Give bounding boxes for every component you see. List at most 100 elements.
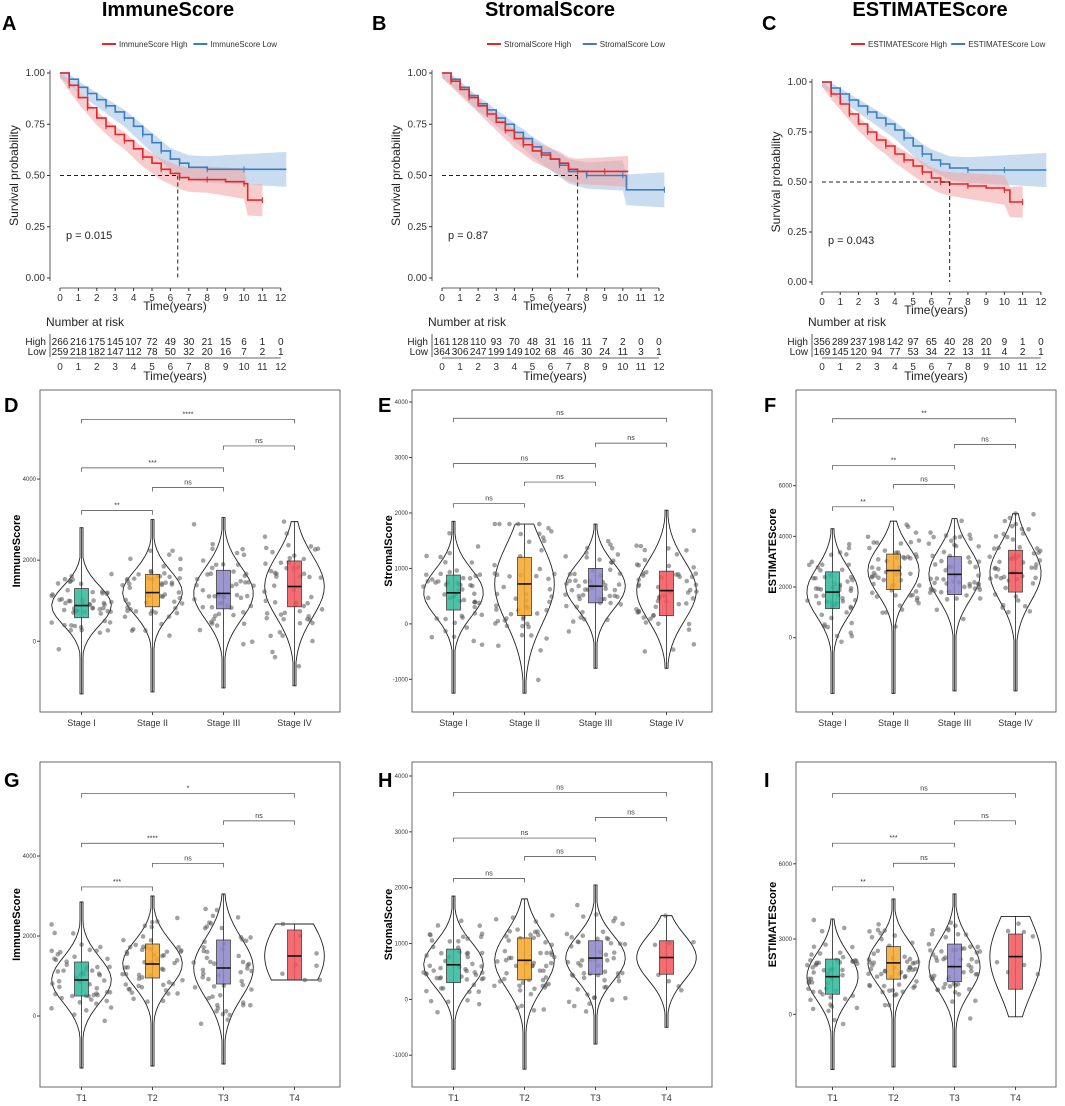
data-point: [543, 982, 549, 988]
data-point: [866, 957, 872, 962]
km-ytick-label: 1.00: [26, 68, 46, 79]
data-point: [467, 576, 473, 581]
vio-xtick-label: T2: [147, 1093, 158, 1103]
data-point: [443, 560, 448, 565]
data-point: [296, 663, 302, 669]
data-point: [166, 980, 172, 985]
data-point: [928, 948, 933, 953]
data-point: [476, 989, 482, 994]
data-point: [69, 993, 75, 999]
km-ytick-label: 0.50: [26, 171, 46, 182]
data-point: [642, 649, 648, 654]
data-point: [465, 936, 470, 941]
data-point: [102, 1018, 108, 1024]
data-point: [977, 596, 983, 601]
vio-xtick-label: T4: [1010, 1093, 1021, 1103]
data-point: [126, 581, 132, 587]
km-xtick-label: 6: [929, 297, 935, 308]
data-point: [544, 607, 549, 613]
data-point: [964, 593, 969, 598]
risk-high-count: 107: [125, 337, 142, 348]
data-point: [917, 583, 922, 588]
violin: [423, 895, 484, 1070]
data-point: [532, 986, 537, 992]
box: [947, 943, 962, 983]
data-point: [893, 593, 898, 598]
vio-y-title: StromalScore: [383, 889, 395, 961]
data-point: [852, 597, 858, 603]
vio-ytick-label: 4000: [395, 774, 409, 780]
data-point: [908, 571, 913, 577]
data-point: [1027, 609, 1033, 614]
legend-high-label: ESTIMATEScore High: [868, 40, 947, 49]
data-point: [946, 928, 951, 933]
data-point: [438, 571, 443, 577]
km-xtick-label: 11: [1017, 297, 1028, 308]
data-point: [161, 564, 167, 569]
data-point: [881, 577, 887, 583]
data-point: [517, 988, 523, 993]
risk-xtick-label: 3: [112, 362, 118, 373]
data-point: [653, 604, 659, 610]
sig-bracket: ns: [453, 784, 667, 797]
vio-xtick-label: T1: [448, 1093, 459, 1103]
data-point: [930, 553, 936, 559]
data-point: [548, 960, 554, 966]
data-point: [943, 533, 949, 538]
data-point: [638, 543, 644, 549]
risk-xtick-label: 9: [983, 362, 989, 373]
data-point: [510, 915, 516, 920]
violin: [264, 923, 325, 981]
data-point: [939, 949, 944, 954]
p-value: p = 0.87: [448, 230, 488, 242]
data-point: [611, 558, 616, 564]
data-point: [871, 581, 876, 587]
vio-xtick-label: Stage II: [509, 718, 540, 728]
data-point: [955, 931, 961, 937]
data-point: [476, 600, 482, 606]
data-point: [873, 573, 878, 578]
data-point: [612, 587, 618, 593]
data-point: [217, 992, 223, 998]
data-point: [886, 1002, 892, 1008]
km-xtick-label: 6: [548, 293, 554, 304]
data-point: [911, 985, 916, 990]
data-point: [580, 914, 586, 919]
data-point: [663, 913, 668, 918]
km-xtick-label: 7: [947, 297, 953, 308]
data-point: [517, 983, 522, 989]
data-point: [173, 605, 178, 611]
data-point: [58, 949, 63, 955]
data-point: [136, 572, 141, 577]
risk-xtick-label: 12: [1035, 362, 1047, 373]
risk-low-count: 20: [202, 347, 214, 358]
km-xtick-label: 11: [257, 293, 268, 304]
legend-high-label: StromalScore High: [504, 40, 571, 49]
data-point: [174, 958, 180, 963]
data-point: [209, 565, 215, 571]
data-point: [305, 600, 310, 606]
risk-label-low: Low: [790, 347, 809, 358]
risk-label-high: High: [25, 337, 46, 348]
data-point: [49, 948, 55, 954]
data-point: [840, 967, 845, 973]
data-point: [837, 550, 843, 555]
data-point: [494, 572, 500, 578]
sig-label: ns: [184, 480, 192, 487]
vio-ytick-label: 4000: [23, 477, 37, 483]
sig-bracket-line: [524, 856, 596, 861]
data-point: [127, 585, 133, 591]
km-ytick-label: 0.75: [26, 119, 46, 130]
risk-x-title: Time(years): [904, 369, 968, 383]
risk-xtick-label: 11: [257, 362, 268, 373]
violin: [806, 918, 859, 1070]
data-point: [120, 582, 125, 588]
data-point: [1013, 594, 1019, 599]
sig-bracket-line: [595, 442, 667, 448]
data-point: [429, 577, 435, 582]
vio-y-title: ImmuneScore: [11, 888, 23, 961]
data-point: [829, 615, 834, 621]
data-point: [109, 571, 114, 577]
risk-high-count: 70: [509, 337, 521, 348]
data-point: [608, 940, 614, 946]
